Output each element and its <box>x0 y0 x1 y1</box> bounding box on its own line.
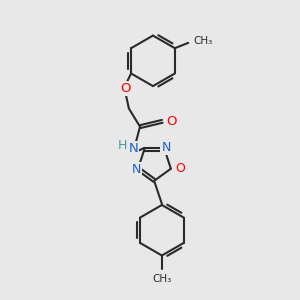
Text: CH₃: CH₃ <box>152 274 172 284</box>
Text: H: H <box>118 139 127 152</box>
Text: O: O <box>175 162 185 175</box>
Text: N: N <box>129 142 138 154</box>
Text: O: O <box>167 115 177 128</box>
Text: CH₃: CH₃ <box>194 36 213 46</box>
Text: O: O <box>121 82 131 95</box>
Text: N: N <box>161 141 171 154</box>
Text: N: N <box>132 163 141 176</box>
